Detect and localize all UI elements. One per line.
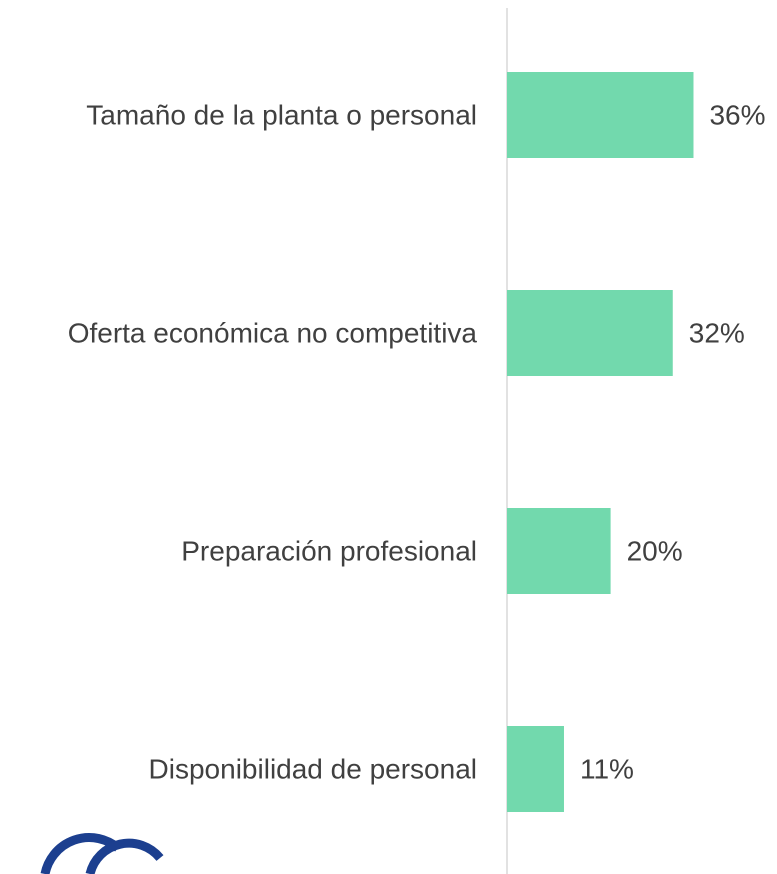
logo-arc [40,833,121,874]
category-label: Disponibilidad de personal [149,753,477,784]
bar [507,72,694,158]
value-label: 20% [627,535,683,566]
value-label: 11% [580,753,634,784]
category-label: Oferta económica no competitiva [68,317,478,348]
bar [507,290,673,376]
category-label: Preparación profesional [181,535,477,566]
value-label: 36% [709,99,765,130]
value-label: 32% [689,317,745,348]
bar [507,508,611,594]
category-label: Tamaño de la planta o personal [86,99,477,130]
logo [40,833,164,874]
bar [507,726,564,812]
logo-arc [85,838,164,874]
